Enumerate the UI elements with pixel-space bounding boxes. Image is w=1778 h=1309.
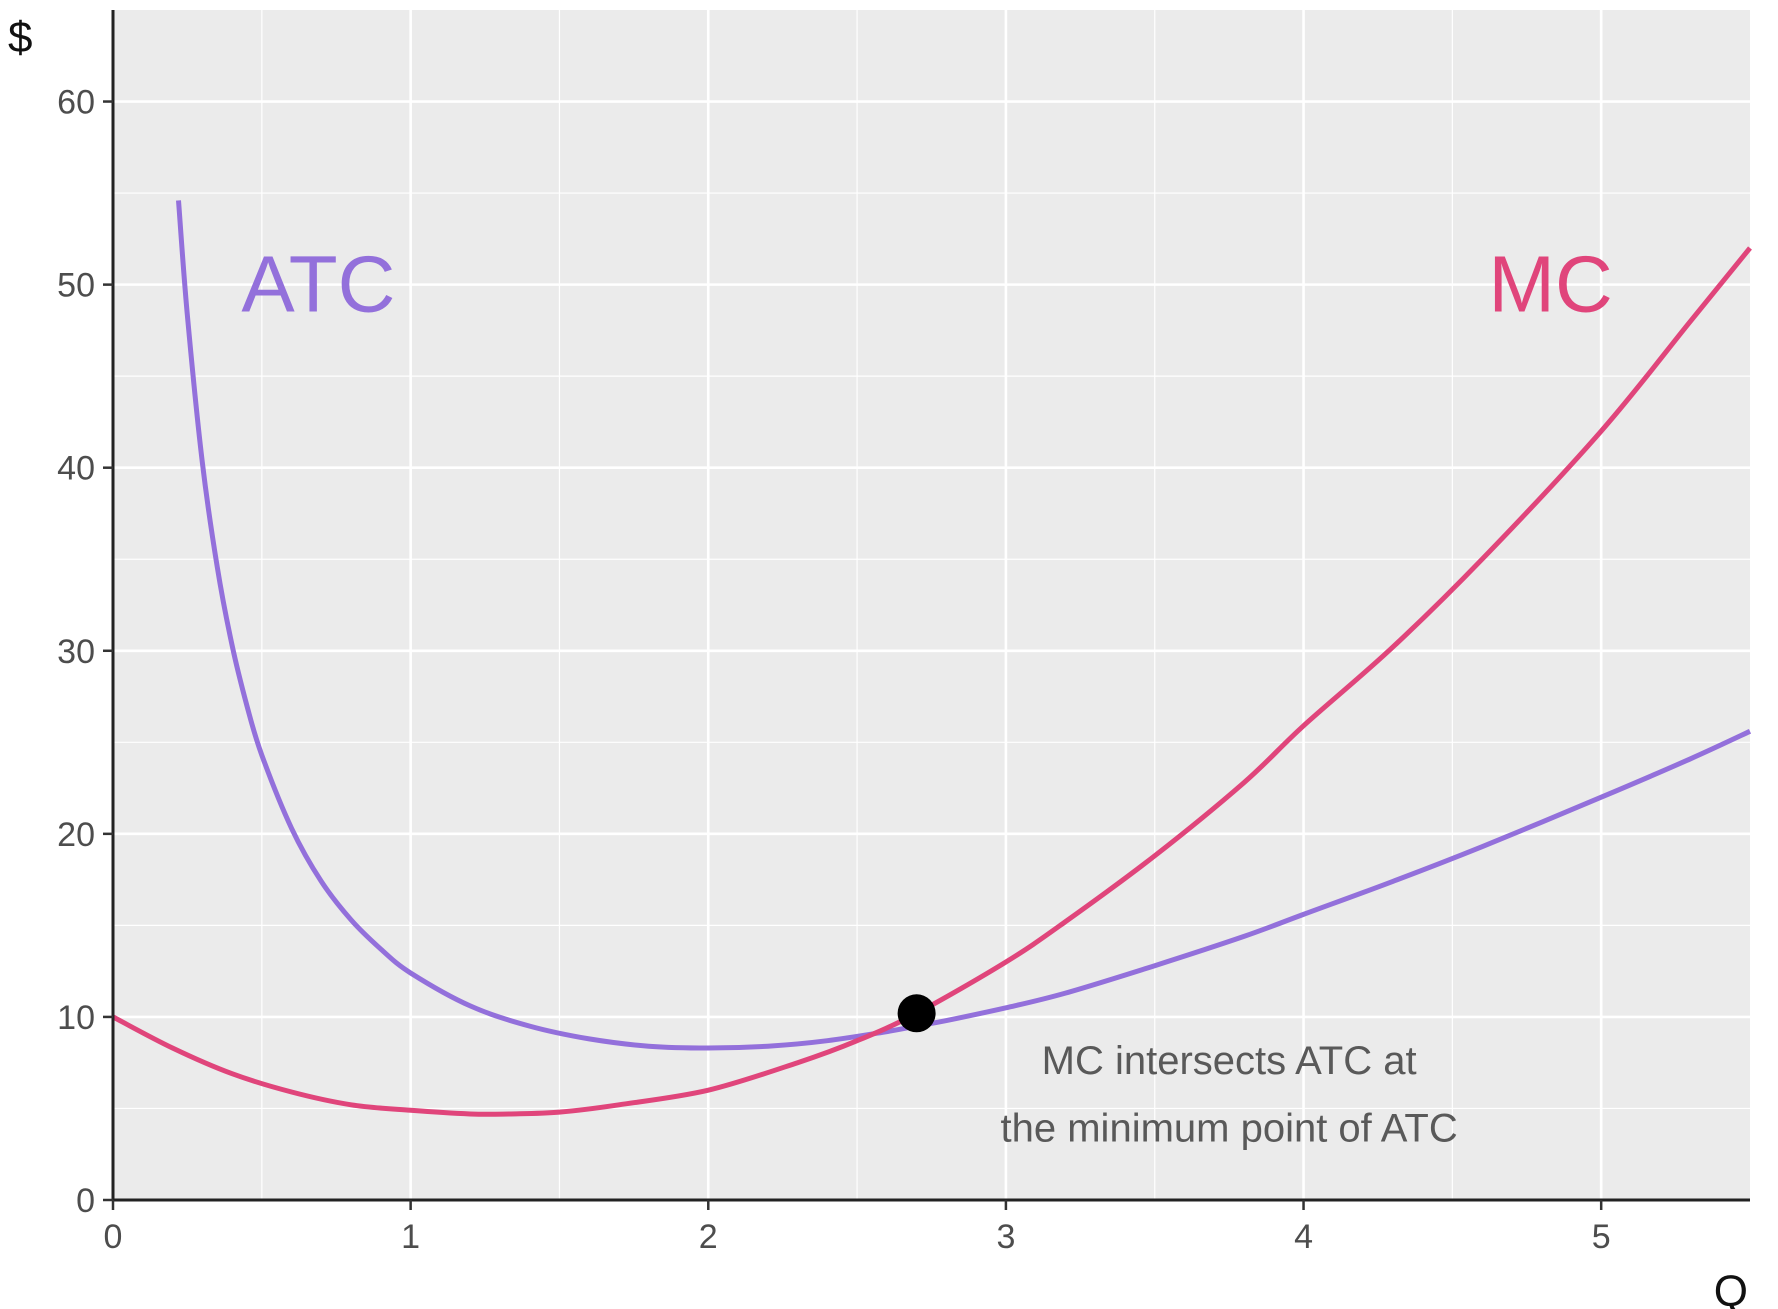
- y-axis-label: $: [8, 13, 32, 62]
- y-tick-label: 60: [57, 84, 95, 122]
- x-tick-label: 1: [401, 1218, 420, 1256]
- x-tick-label: 4: [1294, 1218, 1313, 1256]
- y-tick-label: 20: [57, 816, 95, 854]
- annotation-text: MC intersects ATC at: [1042, 1039, 1417, 1083]
- x-tick-label: 3: [996, 1218, 1015, 1256]
- y-tick-label: 50: [57, 267, 95, 305]
- annotation-layer: ATC MC MC intersects ATC at the minimum poi…: [241, 240, 1612, 1151]
- y-tick-label: 40: [57, 450, 95, 488]
- curve-label-atc: ATC: [241, 240, 395, 329]
- series-line-atc: [176, 200, 1752, 1051]
- x-tick-label: 5: [1592, 1218, 1611, 1256]
- x-tick-label: 0: [104, 1218, 123, 1256]
- y-tick-label: 10: [57, 999, 95, 1037]
- x-ticks: 0 1 2 3 4 5: [104, 1200, 1611, 1256]
- intersection-point: [897, 994, 936, 1033]
- y-tick-label: 30: [57, 633, 95, 671]
- y-tick-label: 0: [76, 1182, 95, 1220]
- grid-minor: [113, 10, 1750, 1200]
- y-ticks: 0 10 20 30 40 50 60: [57, 84, 113, 1220]
- curve-label-mc: MC: [1488, 240, 1612, 329]
- points-layer: [897, 994, 936, 1033]
- x-tick-label: 2: [699, 1218, 718, 1256]
- annotation-text: the minimum point of ATC: [1001, 1107, 1458, 1151]
- x-axis-label: Q: [1714, 1267, 1748, 1309]
